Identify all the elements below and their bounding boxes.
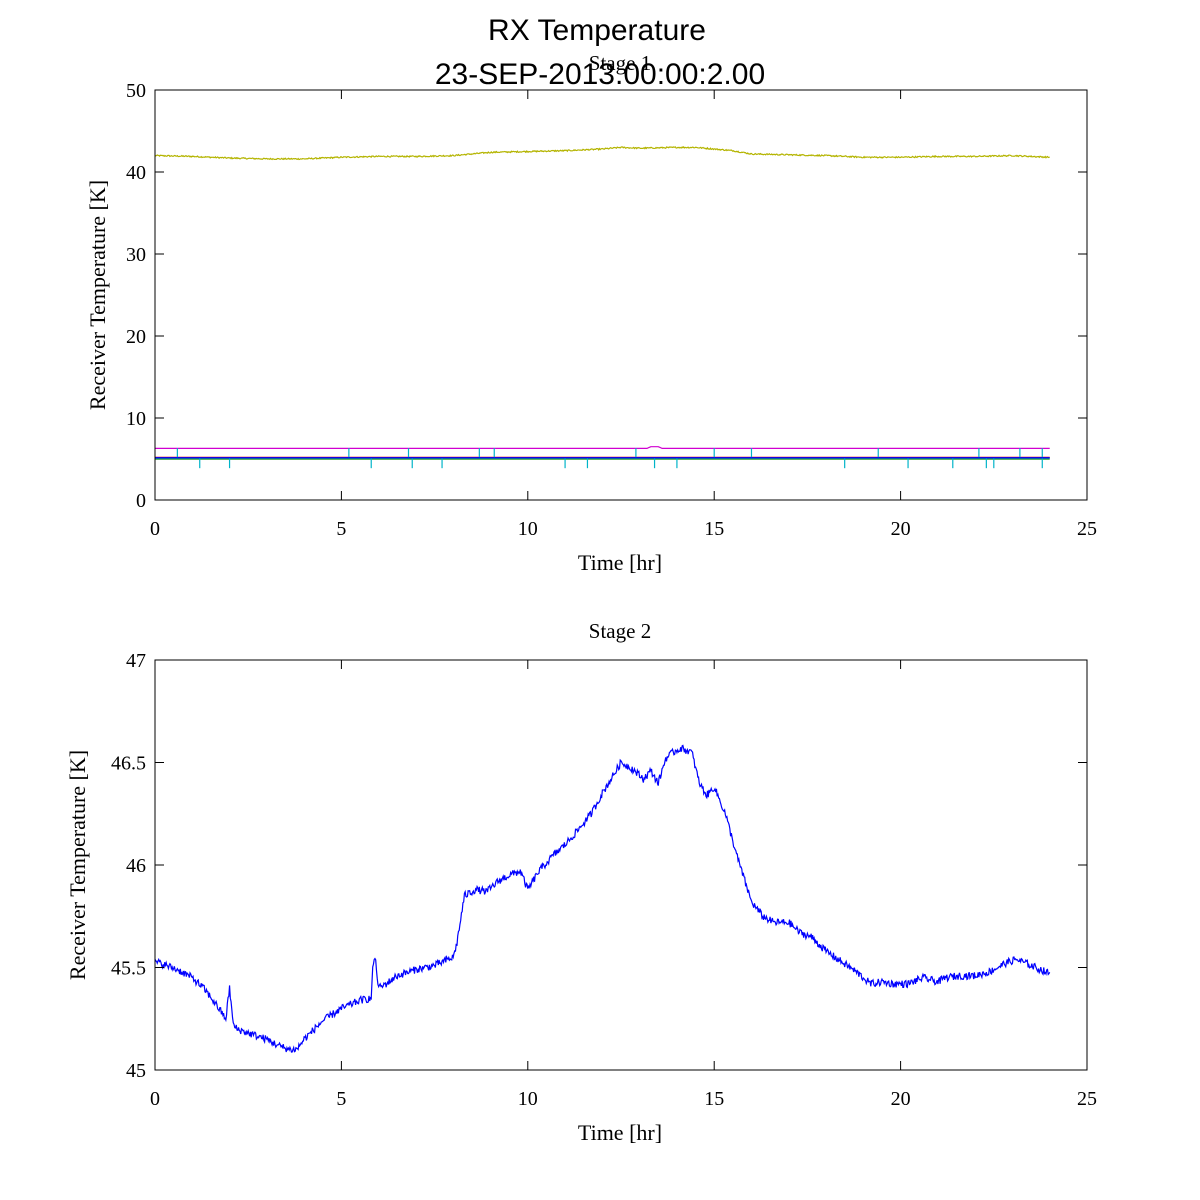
stage1-ytick-label: 50 [126,80,146,102]
stage1-xlabel: Time [hr] [578,550,662,575]
stage1-series-group [154,146,1050,469]
stage2-title: Stage 2 [589,619,651,643]
stage1-ticks: 0 5 10 15 20 25 0 10 20 30 40 50 [126,80,1097,540]
stage1-ytick-label: 40 [126,162,146,184]
stage1-xtick-label: 25 [1077,518,1097,540]
stage2-xtick-label: 0 [150,1088,160,1110]
figure-title-line2: 23-SEP-2013.00:00:2.00 [435,58,765,91]
stage2-ylabel: Receiver Temperature [K] [65,750,90,980]
stage2-xtick-label: 5 [336,1088,346,1110]
stage1-xtick-label: 10 [518,518,538,540]
stage2-ytick-label: 45.5 [111,958,146,980]
stage1-xtick-label: 15 [704,518,724,540]
stage1-ytick-label: 10 [126,408,146,430]
stage1-series-yellow [154,146,1050,161]
stage2-xtick-label: 15 [704,1088,724,1110]
stage1-xtick-label: 5 [336,518,346,540]
stage1-ytick-label: 0 [136,490,146,512]
stage1-ytick-label: 20 [126,326,146,348]
stage1-xtick-label: 20 [891,518,911,540]
stage1-ytick-label: 30 [126,244,146,266]
stage2-ytick-label: 47 [126,650,146,672]
stage2-series-blue [154,744,1051,1053]
stage2-series-group [154,744,1051,1053]
stage2-ytick-label: 46 [126,855,146,877]
stage1-series-magenta [155,446,1050,449]
stage1-xtick-label: 0 [150,518,160,540]
stage2-plot: Stage 2 0 5 10 15 20 25 45 45.5 46 46.5 47 Time [h… [65,619,1097,1145]
stage2-xtick-label: 10 [518,1088,538,1110]
stage2-xlabel: Time [hr] [578,1120,662,1145]
figure-title-line1: RX Temperature [488,14,706,47]
stage2-ticks: 0 5 10 15 20 25 45 45.5 46 46.5 47 [111,650,1097,1110]
stage1-axes-box [154,89,1088,501]
stage1-ylabel: Receiver Temperature [K] [85,180,110,410]
stage2-ytick-label: 45 [126,1060,146,1082]
stage2-xtick-label: 20 [891,1088,911,1110]
stage2-ytick-label: 46.5 [111,753,146,775]
stage1-title: Stage 1 [589,51,651,75]
stage2-xtick-label: 25 [1077,1088,1097,1110]
